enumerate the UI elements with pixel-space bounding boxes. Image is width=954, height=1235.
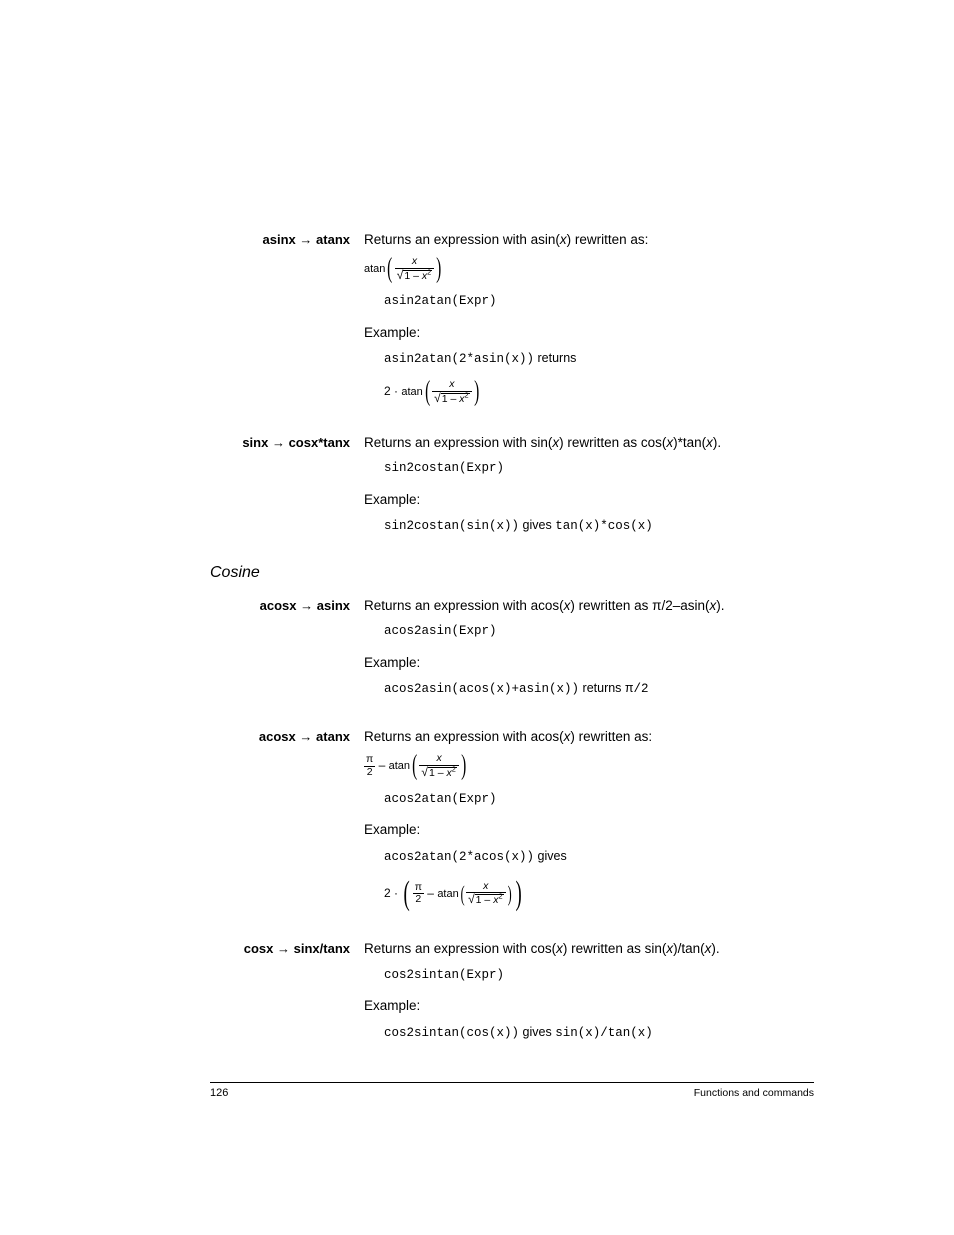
description: Returns an expression with acos(x) rewri… <box>364 596 814 616</box>
syntax: acos2atan(Expr) <box>384 790 814 809</box>
formula-result-2: 2 · (π2 – atan(x√1 – x2)) <box>384 880 814 907</box>
example-heading: Example: <box>364 820 814 840</box>
entry-acos2atan: acosx → atanx Returns an expression with… <box>210 727 814 921</box>
section-heading-cosine: Cosine <box>210 564 814 582</box>
example-heading: Example: <box>364 996 814 1016</box>
formula-pi2-atan: π2 – atan(x√1 – x2) <box>364 753 814 779</box>
page-footer: 126 Functions and commands <box>210 1082 814 1099</box>
example-line: cos2sintan(cos(x)) gives sin(x)/tan(x) <box>384 1023 814 1043</box>
entry-acos2asin: acosx → asinx Returns an expression with… <box>210 596 814 709</box>
example-heading: Example: <box>364 653 814 673</box>
description: Returns an expression with acos(x) rewri… <box>364 727 814 747</box>
entry-cos2sintan: cosx → sinx/tanx Returns an expression w… <box>210 939 814 1052</box>
entry-label: asinx → atanx <box>210 230 364 415</box>
example-line: sin2costan(sin(x)) gives tan(x)*cos(x) <box>384 516 814 536</box>
description: Returns an expression with asin(x) rewri… <box>364 230 814 250</box>
example-line: acos2atan(2*acos(x)) gives <box>384 847 814 867</box>
description: Returns an expression with sin(x) rewrit… <box>364 433 814 453</box>
syntax: cos2sintan(Expr) <box>384 966 814 985</box>
label-arrow: → <box>299 232 312 247</box>
entry-content: Returns an expression with asin(x) rewri… <box>364 230 814 415</box>
entry-sin2costan: sinx → cosx*tanx Returns an expression w… <box>210 433 814 546</box>
example-heading: Example: <box>364 490 814 510</box>
entry-asin2atan: asinx → atanx Returns an expression with… <box>210 230 814 415</box>
syntax: sin2costan(Expr) <box>384 459 814 478</box>
formula-atan: atan(x√1 – x2) <box>364 256 814 282</box>
syntax: acos2asin(Expr) <box>384 622 814 641</box>
formula-result: 2 · atan(x√1 – x2) <box>384 379 814 405</box>
syntax: asin2atan(Expr) <box>384 292 814 311</box>
example-heading: Example: <box>364 323 814 343</box>
example-line: asin2atan(2*asin(x)) returns <box>384 349 814 369</box>
description: Returns an expression with cos(x) rewrit… <box>364 939 814 959</box>
example-line: acos2asin(acos(x)+asin(x)) returns π/2 <box>384 679 814 699</box>
footer-title: Functions and commands <box>694 1087 814 1099</box>
entry-label: sinx → cosx*tanx <box>210 433 364 546</box>
page-number: 126 <box>210 1087 228 1099</box>
label-right: atanx <box>316 232 350 247</box>
label-left: asinx <box>263 232 296 247</box>
